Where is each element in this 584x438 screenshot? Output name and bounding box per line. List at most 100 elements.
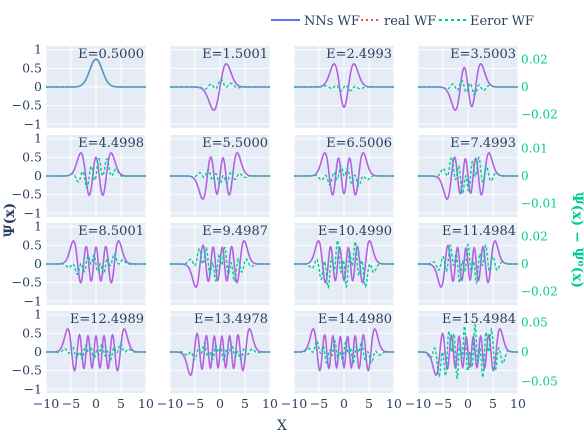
energy-label: E=7.4993 — [450, 136, 516, 151]
x-tick-label: 5 — [241, 396, 249, 411]
error-axis-tick-label: 0.05 — [521, 316, 548, 330]
real-wavefunction-line — [170, 328, 270, 376]
error-wavefunction-line — [46, 252, 146, 276]
real-wavefunction-line — [46, 328, 146, 372]
error-axis-tick-label: 0.02 — [521, 230, 548, 244]
legend-real-label: real WF — [384, 14, 436, 29]
subplot-15: E=14.4980 −10 −5 0 5 10 — [281, 311, 402, 411]
error-wavefunction-line — [294, 165, 394, 187]
subplot-3: E=2.4993 — [293, 46, 395, 128]
x-tick-label: 10 — [138, 396, 154, 411]
energy-label: E=14.4980 — [318, 312, 392, 327]
x-axis-title: X — [277, 418, 287, 434]
x-tick-label: 5 — [365, 396, 373, 411]
x-tick-label: −5 — [310, 396, 328, 411]
y-tick-label: −1 — [24, 205, 42, 220]
error-wavefunction-line — [46, 58, 146, 88]
x-tick-label: 10 — [510, 396, 526, 411]
x-tick-label: 0 — [464, 396, 472, 411]
x-tick-label: 5 — [489, 396, 497, 411]
energy-label: E=4.4998 — [78, 136, 144, 151]
legend: NNs WF real WF Eeror WF — [271, 14, 534, 29]
y-tick-label: 1 — [34, 219, 42, 234]
y-tick-label: 0 — [34, 79, 42, 94]
error-axis-tick-label: −0.01 — [521, 196, 558, 210]
energy-label: E=5.5000 — [202, 136, 268, 151]
y-tick-label: −1 — [24, 116, 42, 131]
real-wavefunction-line — [418, 328, 518, 376]
error-axis-tick-label: 0 — [521, 80, 529, 94]
subplot-11: E=10.4990 — [293, 223, 395, 305]
energy-label: E=6.5006 — [326, 136, 392, 151]
x-tick-label: 0 — [92, 396, 100, 411]
y-tick-label: 0.5 — [22, 237, 42, 252]
error-wavefunction-line — [418, 79, 518, 96]
energy-label: E=8.5001 — [78, 224, 144, 239]
x-tick-label: −5 — [62, 396, 80, 411]
energy-label: E=13.4978 — [194, 312, 268, 327]
legend-error-label: Eeror WF — [470, 14, 534, 29]
subplot-9: E=8.5001 −1 −0.5 0 0.5 1 — [12, 219, 147, 308]
error-wavefunction-line — [417, 323, 518, 380]
nn-wavefunction-line — [418, 239, 518, 289]
energy-label: E=3.5003 — [450, 47, 516, 62]
y-axis-title-right: Ψ(x) − Ψ⁰(x) — [569, 192, 584, 288]
y-tick-label: 0.5 — [22, 325, 42, 340]
error-wavefunction-line — [170, 168, 270, 186]
subplot-7: E=6.5006 — [293, 135, 395, 217]
y-tick-label: 1 — [34, 42, 42, 57]
x-tick-label: −10 — [281, 396, 307, 411]
subplot-14: E=13.4978 −10 −5 0 5 10 — [157, 311, 278, 411]
energy-label: E=1.5001 — [202, 47, 268, 62]
error-axis-tick-label: 0.02 — [521, 53, 548, 67]
y-tick-label: 0 — [34, 344, 42, 359]
x-tick-label: 5 — [117, 396, 125, 411]
energy-label: E=2.4993 — [326, 47, 392, 62]
error-axis-tick-label: 0.01 — [521, 142, 548, 156]
y-tick-label: 0.5 — [22, 149, 42, 164]
y-tick-label: −0.5 — [12, 187, 42, 202]
error-axis-tick-label: −0.02 — [521, 107, 558, 121]
error-axis-tick-label: −0.05 — [521, 374, 558, 388]
y-tick-label: −0.5 — [12, 98, 42, 113]
error-axis-tick-label: −0.02 — [521, 284, 558, 298]
x-tick-label: −5 — [186, 396, 204, 411]
subplot-1: E=0.5000 −1 −0.5 0 0.5 1 — [12, 42, 147, 131]
error-wavefunction-line — [418, 156, 518, 195]
error-wavefunction-line — [170, 342, 270, 362]
energy-label: E=9.4987 — [202, 224, 268, 239]
real-wavefunction-line — [170, 240, 270, 288]
error-axis-tick-label: 0 — [521, 257, 529, 271]
subplot-2: E=1.5001 — [169, 46, 271, 128]
x-tick-label: −10 — [33, 396, 59, 411]
subplot-4: E=3.5003 0.02 0 −0.02 — [417, 46, 558, 128]
y-tick-label: 1 — [34, 131, 42, 146]
y-tick-label: 1 — [34, 307, 42, 322]
error-wavefunction-line — [294, 84, 394, 92]
x-tick-label: 10 — [386, 396, 402, 411]
y-tick-label: −1 — [24, 381, 42, 396]
energy-label: E=15.4984 — [442, 312, 516, 327]
energy-label: E=0.5000 — [78, 47, 144, 62]
nn-wavefunction-line — [294, 240, 394, 284]
error-wavefunction-line — [418, 242, 518, 285]
real-wavefunction-line — [294, 328, 394, 372]
energy-label: E=10.4990 — [318, 224, 392, 239]
x-tick-label: −10 — [405, 396, 431, 411]
error-wavefunction-line — [46, 158, 146, 189]
error-axis-tick-label: 0 — [521, 345, 529, 359]
x-tick-label: 0 — [216, 396, 224, 411]
x-tick-label: −5 — [434, 396, 452, 411]
subplot-10: E=9.4987 — [169, 223, 271, 305]
y-tick-label: −0.5 — [12, 275, 42, 290]
x-tick-label: 10 — [262, 396, 278, 411]
subplot-6: E=5.5000 — [169, 135, 271, 217]
energy-label: E=12.4989 — [70, 312, 144, 327]
error-axis-tick-label: 0 — [521, 169, 529, 183]
x-tick-label: −10 — [157, 396, 183, 411]
energy-label: E=11.4984 — [442, 224, 516, 239]
subplot-13: E=12.4989 −1 −0.5 0 0.5 1 −10 −5 0 5 10 — [12, 307, 154, 411]
error-wavefunction-line — [170, 246, 270, 283]
y-tick-label: −1 — [24, 293, 42, 308]
